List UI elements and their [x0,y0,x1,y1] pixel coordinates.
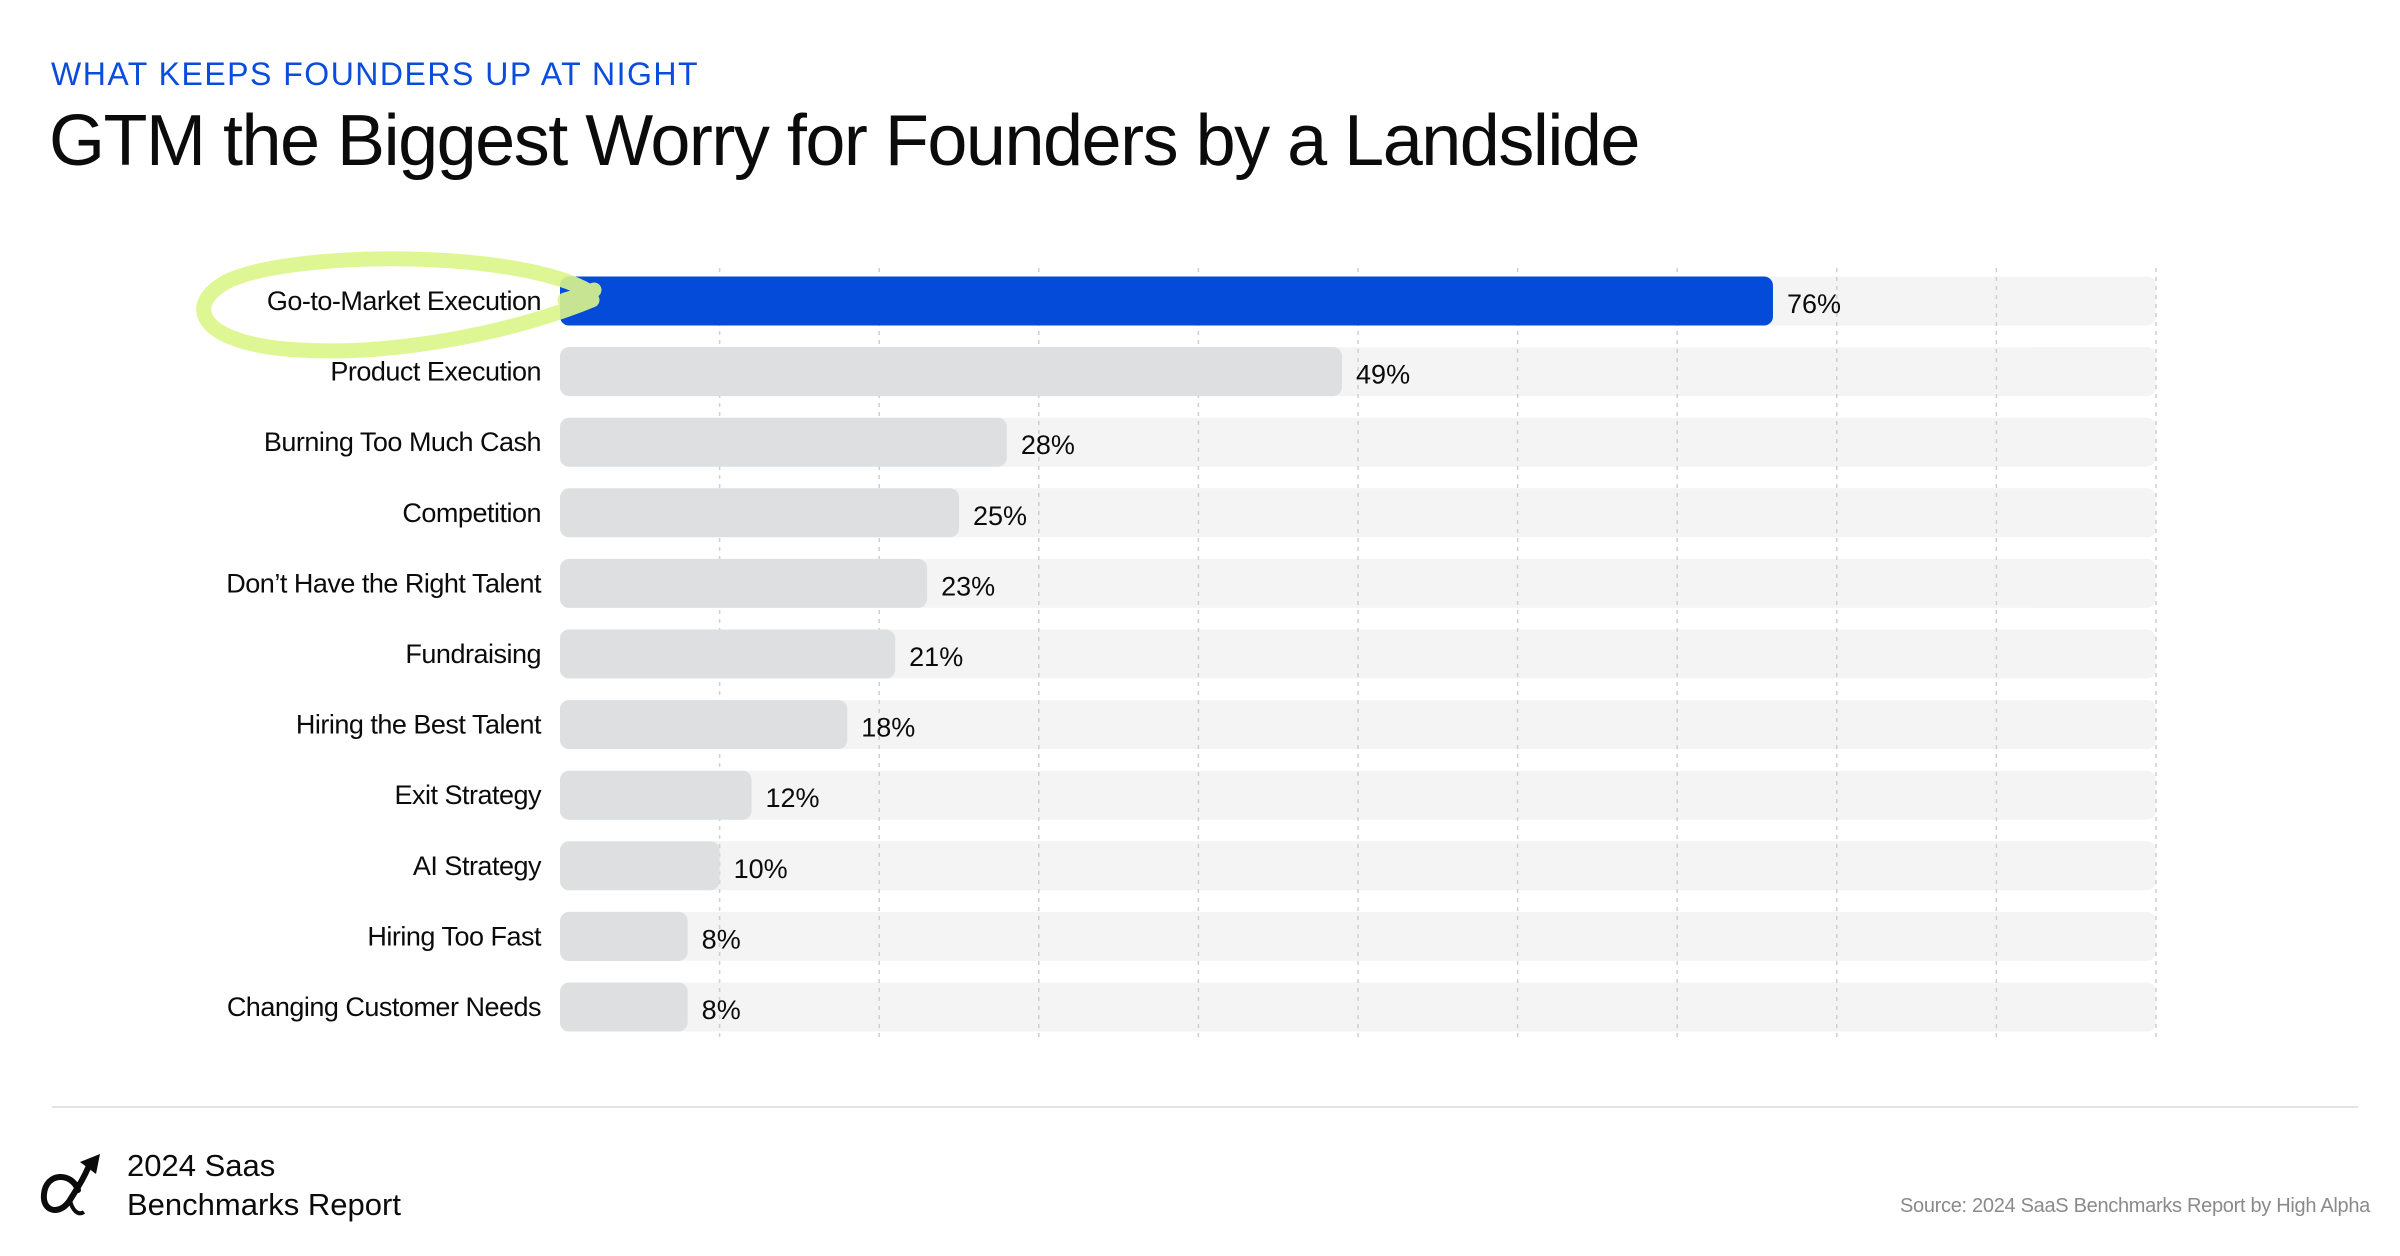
bar [560,558,928,608]
bar-track [560,629,2156,679]
chart-title: GTM the Biggest Worry for Founders by a … [49,101,1640,181]
bar [560,488,959,538]
value-label: 18% [861,713,915,743]
brand-line-2: Benchmarks Report [127,1187,401,1222]
value-label: 49% [1356,360,1410,390]
category-label: Product Execution [330,357,541,387]
category-label: Burning Too Much Cash [264,427,541,457]
category-label: Go-to-Market Execution [267,286,541,316]
alpha-arrow-logo-icon [40,1154,100,1216]
category-label: AI Strategy [413,851,542,881]
value-label: 12% [766,783,820,813]
bar [560,347,1343,397]
value-label: 10% [734,854,788,884]
category-label: Competition [402,498,541,528]
bar [560,770,752,820]
category-label: Don’t Have the Right Talent [226,568,542,598]
value-label: 21% [909,642,963,672]
bar-track [560,700,2156,750]
bar [560,911,688,961]
value-label: 76% [1787,289,1841,319]
bar-chart: Go-to-Market Execution 76% Product Executi… [196,251,2157,1040]
bar [560,982,688,1032]
source-note: Source: 2024 SaaS Benchmarks Report by H… [1899,1195,2370,1217]
category-label: Fundraising [405,639,541,669]
bar [560,276,1773,326]
value-label: 28% [1021,430,1075,460]
category-label: Hiring Too Fast [367,921,542,951]
footer-divider [52,1106,2358,1108]
value-label: 23% [941,571,995,601]
bar [560,629,896,679]
category-label: Hiring the Best Talent [296,710,542,740]
bar-track [560,770,2156,820]
chart-kicker: WHAT KEEPS FOUNDERS UP AT NIGHT [51,56,700,92]
bar [560,841,720,891]
bar [560,700,848,750]
value-label: 25% [973,501,1027,531]
highlight-circle [196,251,602,359]
value-label: 8% [702,924,741,954]
bar [560,417,1007,467]
value-label: 8% [702,995,741,1025]
category-label: Changing Customer Needs [227,992,541,1022]
category-label: Exit Strategy [394,780,542,810]
brand-line-1: 2024 Saas [127,1148,276,1183]
brand-name: 2024 Saas Benchmarks Report [127,1146,401,1224]
